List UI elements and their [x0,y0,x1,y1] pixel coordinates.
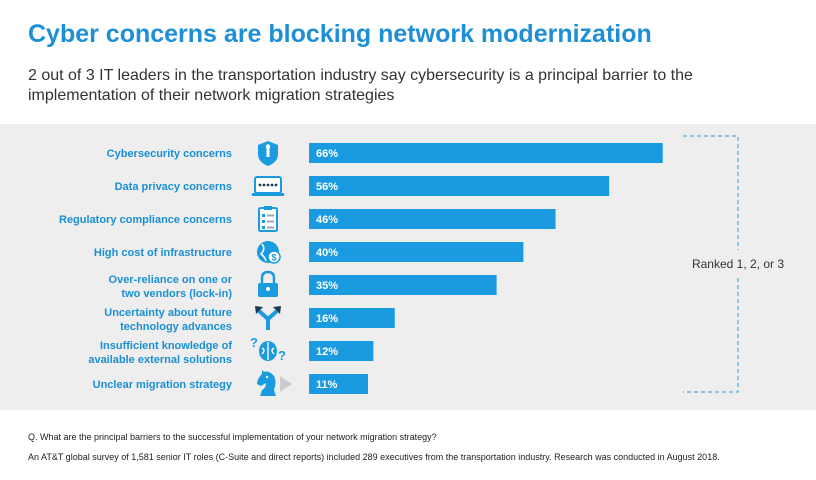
category-label-line: Regulatory compliance concerns [59,214,232,226]
value-label: 66% [316,148,338,160]
svg-text:$: $ [271,253,276,263]
brain-question-icon: ?? [250,335,286,363]
padlock-icon [258,270,278,297]
category-label-line: Uncertainty about future [104,307,232,319]
svg-text:?: ? [278,348,286,363]
bar-row: Uncertainty about future technology advan… [104,306,395,333]
category-label: Unclear migration strategy [93,379,233,391]
category-label-line: High cost of infrastructure [94,247,232,259]
chess-knight-icon [257,370,292,396]
bar-row: Unclear migration strategy 11% [93,370,368,396]
rank-bracket: Ranked 1, 2, or 3 [683,135,784,393]
bracket-label: Ranked 1, 2, or 3 [692,257,784,271]
category-label: Regulatory compliance concerns [59,214,232,226]
category-label-line: Cybersecurity concerns [107,148,232,160]
value-label: 40% [316,247,338,259]
survey-question: Q. What are the principal barriers to th… [28,432,437,442]
bar-row: High cost of infrastructure $40% [94,241,524,264]
category-label: High cost of infrastructure [94,247,232,259]
value-label: 11% [316,379,338,391]
checklist-icon [258,206,278,232]
arrows-split-icon [255,306,281,330]
bar [309,143,663,163]
value-label: 16% [316,313,338,325]
globe-dollar-icon: $ [257,241,281,264]
bar-row: Over-reliance on one or two vendors (lock… [109,270,497,300]
value-label: 35% [316,280,338,292]
bar [309,341,374,361]
category-label-line: Unclear migration strategy [93,379,233,391]
svg-text:?: ? [250,335,258,350]
bar-row: Regulatory compliance concerns 46% [59,206,556,232]
value-label: 12% [316,346,338,358]
category-label: Cybersecurity concerns [107,148,232,160]
value-label: 46% [316,214,338,226]
bar-chart: Cybersecurity concerns 66% Data privacy co… [59,135,784,396]
value-label: 56% [316,181,338,193]
page-subtitle: 2 out of 3 IT leaders in the transportat… [28,67,693,104]
bar-row: Data privacy concerns 56% [115,176,610,196]
category-label-line: Insufficient knowledge of [100,340,232,352]
category-label-line: available external solutions [88,354,232,366]
category-label: Insufficient knowledge of available exter… [88,340,232,366]
bar-row: Cybersecurity concerns 66% [107,141,663,166]
bar [309,275,497,295]
bar [309,209,556,229]
category-label-line: two vendors (lock-in) [121,288,232,300]
page-title: Cyber concerns are blocking network mode… [28,20,652,48]
bar [309,308,395,328]
shield-icon [258,141,278,166]
bar [309,242,524,262]
category-label-line: Data privacy concerns [115,181,232,193]
password-screen-icon [252,176,284,196]
category-label-line: Over-reliance on one or [109,274,233,286]
category-label: Over-reliance on one or two vendors (lock… [109,274,233,300]
category-label: Data privacy concerns [115,181,232,193]
category-label: Uncertainty about future technology advan… [104,307,232,333]
bar [309,374,368,394]
survey-note: An AT&T global survey of 1,581 senior IT… [28,452,720,462]
chart-panel: Cybersecurity concerns 66% Data privacy co… [0,124,816,410]
bar [309,176,610,196]
category-label-line: technology advances [120,321,232,333]
bar-row: Insufficient knowledge of available exter… [88,335,374,366]
